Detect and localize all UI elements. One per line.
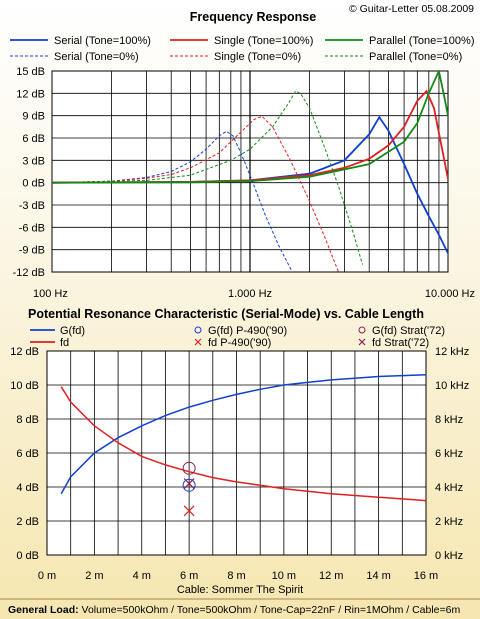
chart1-ytick-label: 0 dB (22, 178, 45, 190)
chart1-grid (52, 71, 448, 272)
chart2-legend: G(fd)fd G(fd) P-490('90)fd P-490('90) G(fd… (30, 325, 445, 349)
chart1-ytick-label: 12 dB (16, 88, 45, 100)
chart1-ytick-label: -6 dB (19, 222, 45, 234)
chart2-grid (47, 351, 426, 555)
chart2-xtick-label: 10 m (272, 570, 296, 582)
chart1-ytick-label: -12 dB (13, 267, 45, 279)
chart2-ytick-left-label: 8 dB (16, 414, 39, 426)
legend-symbol-g-fd-p-490-90 (194, 326, 202, 334)
chart2-xtick-label: 4 m (133, 570, 151, 582)
legend-label-fd-strat-72: fd Strat('72) (372, 337, 429, 349)
legend-label-parallel-tone-0: Parallel (Tone=0%) (369, 51, 462, 63)
chart1-series (52, 71, 448, 272)
series-fd (60, 386, 427, 502)
chart2-ytick-right-label: 8 kHz (435, 414, 463, 426)
footer-label: General Load: (8, 604, 79, 616)
chart2-tick-labels: 12 dB 10 dB 8 dB 6 dB 4 dB 2 dB 0 dB 12 kHz 10 k… (10, 346, 469, 582)
chart2-xtick-label: 8 m (227, 570, 245, 582)
footer-text: Volume=500kOhm / Tone=500kOhm / Tone-Cap… (79, 604, 461, 616)
chart2-title: Potential Resonance Characteristic (Seri… (28, 307, 424, 321)
chart2-ytick-right-label: 10 kHz (435, 380, 469, 392)
chart1-ytick-label: 6 dB (22, 133, 45, 145)
chart2-ytick-right-label: 4 kHz (435, 482, 463, 494)
series-single-tone-0 (52, 115, 339, 272)
legend-label-fd-p-490-90: fd P-490('90) (208, 337, 271, 349)
series-serial-tone-0 (52, 130, 293, 272)
copyright-text: © Guitar-Letter 05.08.2009 (349, 3, 474, 15)
chart2-xtick-label: 12 m (319, 570, 343, 582)
legend-label-single-tone-100: Single (Tone=100%) (214, 35, 313, 47)
chart1-ytick-label: -3 dB (19, 200, 45, 212)
legend-label-serial-tone-0: Serial (Tone=0%) (54, 51, 139, 63)
legend-label-serial-tone-100: Serial (Tone=100%) (54, 35, 151, 47)
chart2-xtick-label: 0 m (38, 570, 56, 582)
resonance-chart: Potential Resonance Characteristic (Seri… (10, 307, 469, 596)
legend-label-fd: fd (60, 337, 69, 349)
chart1-xtick-label: 10.000 Hz (425, 288, 475, 300)
chart2-markers (182, 461, 196, 517)
legend-label-g-fd: G(fd) (60, 325, 85, 337)
legend-label-single-tone-0: Single (Tone=0%) (214, 51, 301, 63)
chart2-ytick-left-label: 0 dB (16, 550, 39, 562)
chart2-xtick-label: 6 m (180, 570, 198, 582)
chart1-ytick-label: -9 dB (19, 245, 45, 257)
legend-label-g-fd-strat-72: G(fd) Strat('72) (372, 325, 445, 337)
chart2-xlabel: Cable: Sommer The Spirit (177, 584, 303, 596)
chart2-ytick-right-label: 2 kHz (435, 516, 463, 528)
chart1-xtick-label: 1.000 Hz (228, 288, 272, 300)
chart2-ytick-left-label: 4 dB (16, 482, 39, 494)
chart1-ytick-label: 15 dB (16, 66, 45, 78)
legend-symbol-fd-p-490-90 (194, 338, 202, 346)
chart2-ytick-right-label: 6 kHz (435, 448, 463, 460)
chart2-ytick-right-label: 0 kHz (435, 550, 463, 562)
legend-label-g-fd-p-490-90: G(fd) P-490('90) (208, 325, 287, 337)
chart2-ytick-left-label: 12 dB (10, 346, 39, 358)
marker-fd-strat-72 (183, 478, 195, 490)
legend-label-parallel-tone-100: Parallel (Tone=100%) (369, 35, 474, 47)
chart2-ytick-left-label: 6 dB (16, 448, 39, 460)
marker-fd-p-490-90 (183, 505, 195, 517)
chart1-ytick-label: 9 dB (22, 111, 45, 123)
chart1-ytick-label: 3 dB (22, 155, 45, 167)
series-parallel-tone-0 (52, 90, 363, 265)
series-parallel-tone-100 (52, 71, 448, 184)
footer: General Load: Volume=500kOhm / Tone=500k… (8, 604, 460, 616)
chart1-xtick-label: 100 Hz (33, 288, 68, 300)
chart2-ytick-right-label: 12 kHz (435, 346, 469, 358)
chart2-xtick-label: 2 m (85, 570, 103, 582)
chart2-ytick-left-label: 2 dB (16, 516, 39, 528)
chart1-tick-labels: 15 dB 12 dB 9 dB 6 dB 3 dB 0 dB -3 dB -6 dB -9 d… (13, 66, 475, 300)
chart2-series (60, 374, 427, 502)
chart1-legend: Serial (Tone=100%) Single (Tone=100%) Para… (10, 35, 474, 63)
chart2-ytick-left-label: 10 dB (10, 380, 39, 392)
legend-symbol-fd-strat-72 (358, 338, 366, 346)
frequency-response-chart: Frequency Response Serial (Tone=100%) Sin… (10, 10, 475, 300)
marker-g-fd-p-490-90 (182, 478, 196, 492)
series-g-fd (60, 374, 427, 495)
chart2-xtick-label: 16 m (414, 570, 438, 582)
chart2-xtick-label: 14 m (366, 570, 390, 582)
marker-g-fd-strat-72 (182, 461, 196, 475)
chart1-title: Frequency Response (190, 10, 316, 24)
legend-symbol-g-fd-strat-72 (358, 326, 366, 334)
